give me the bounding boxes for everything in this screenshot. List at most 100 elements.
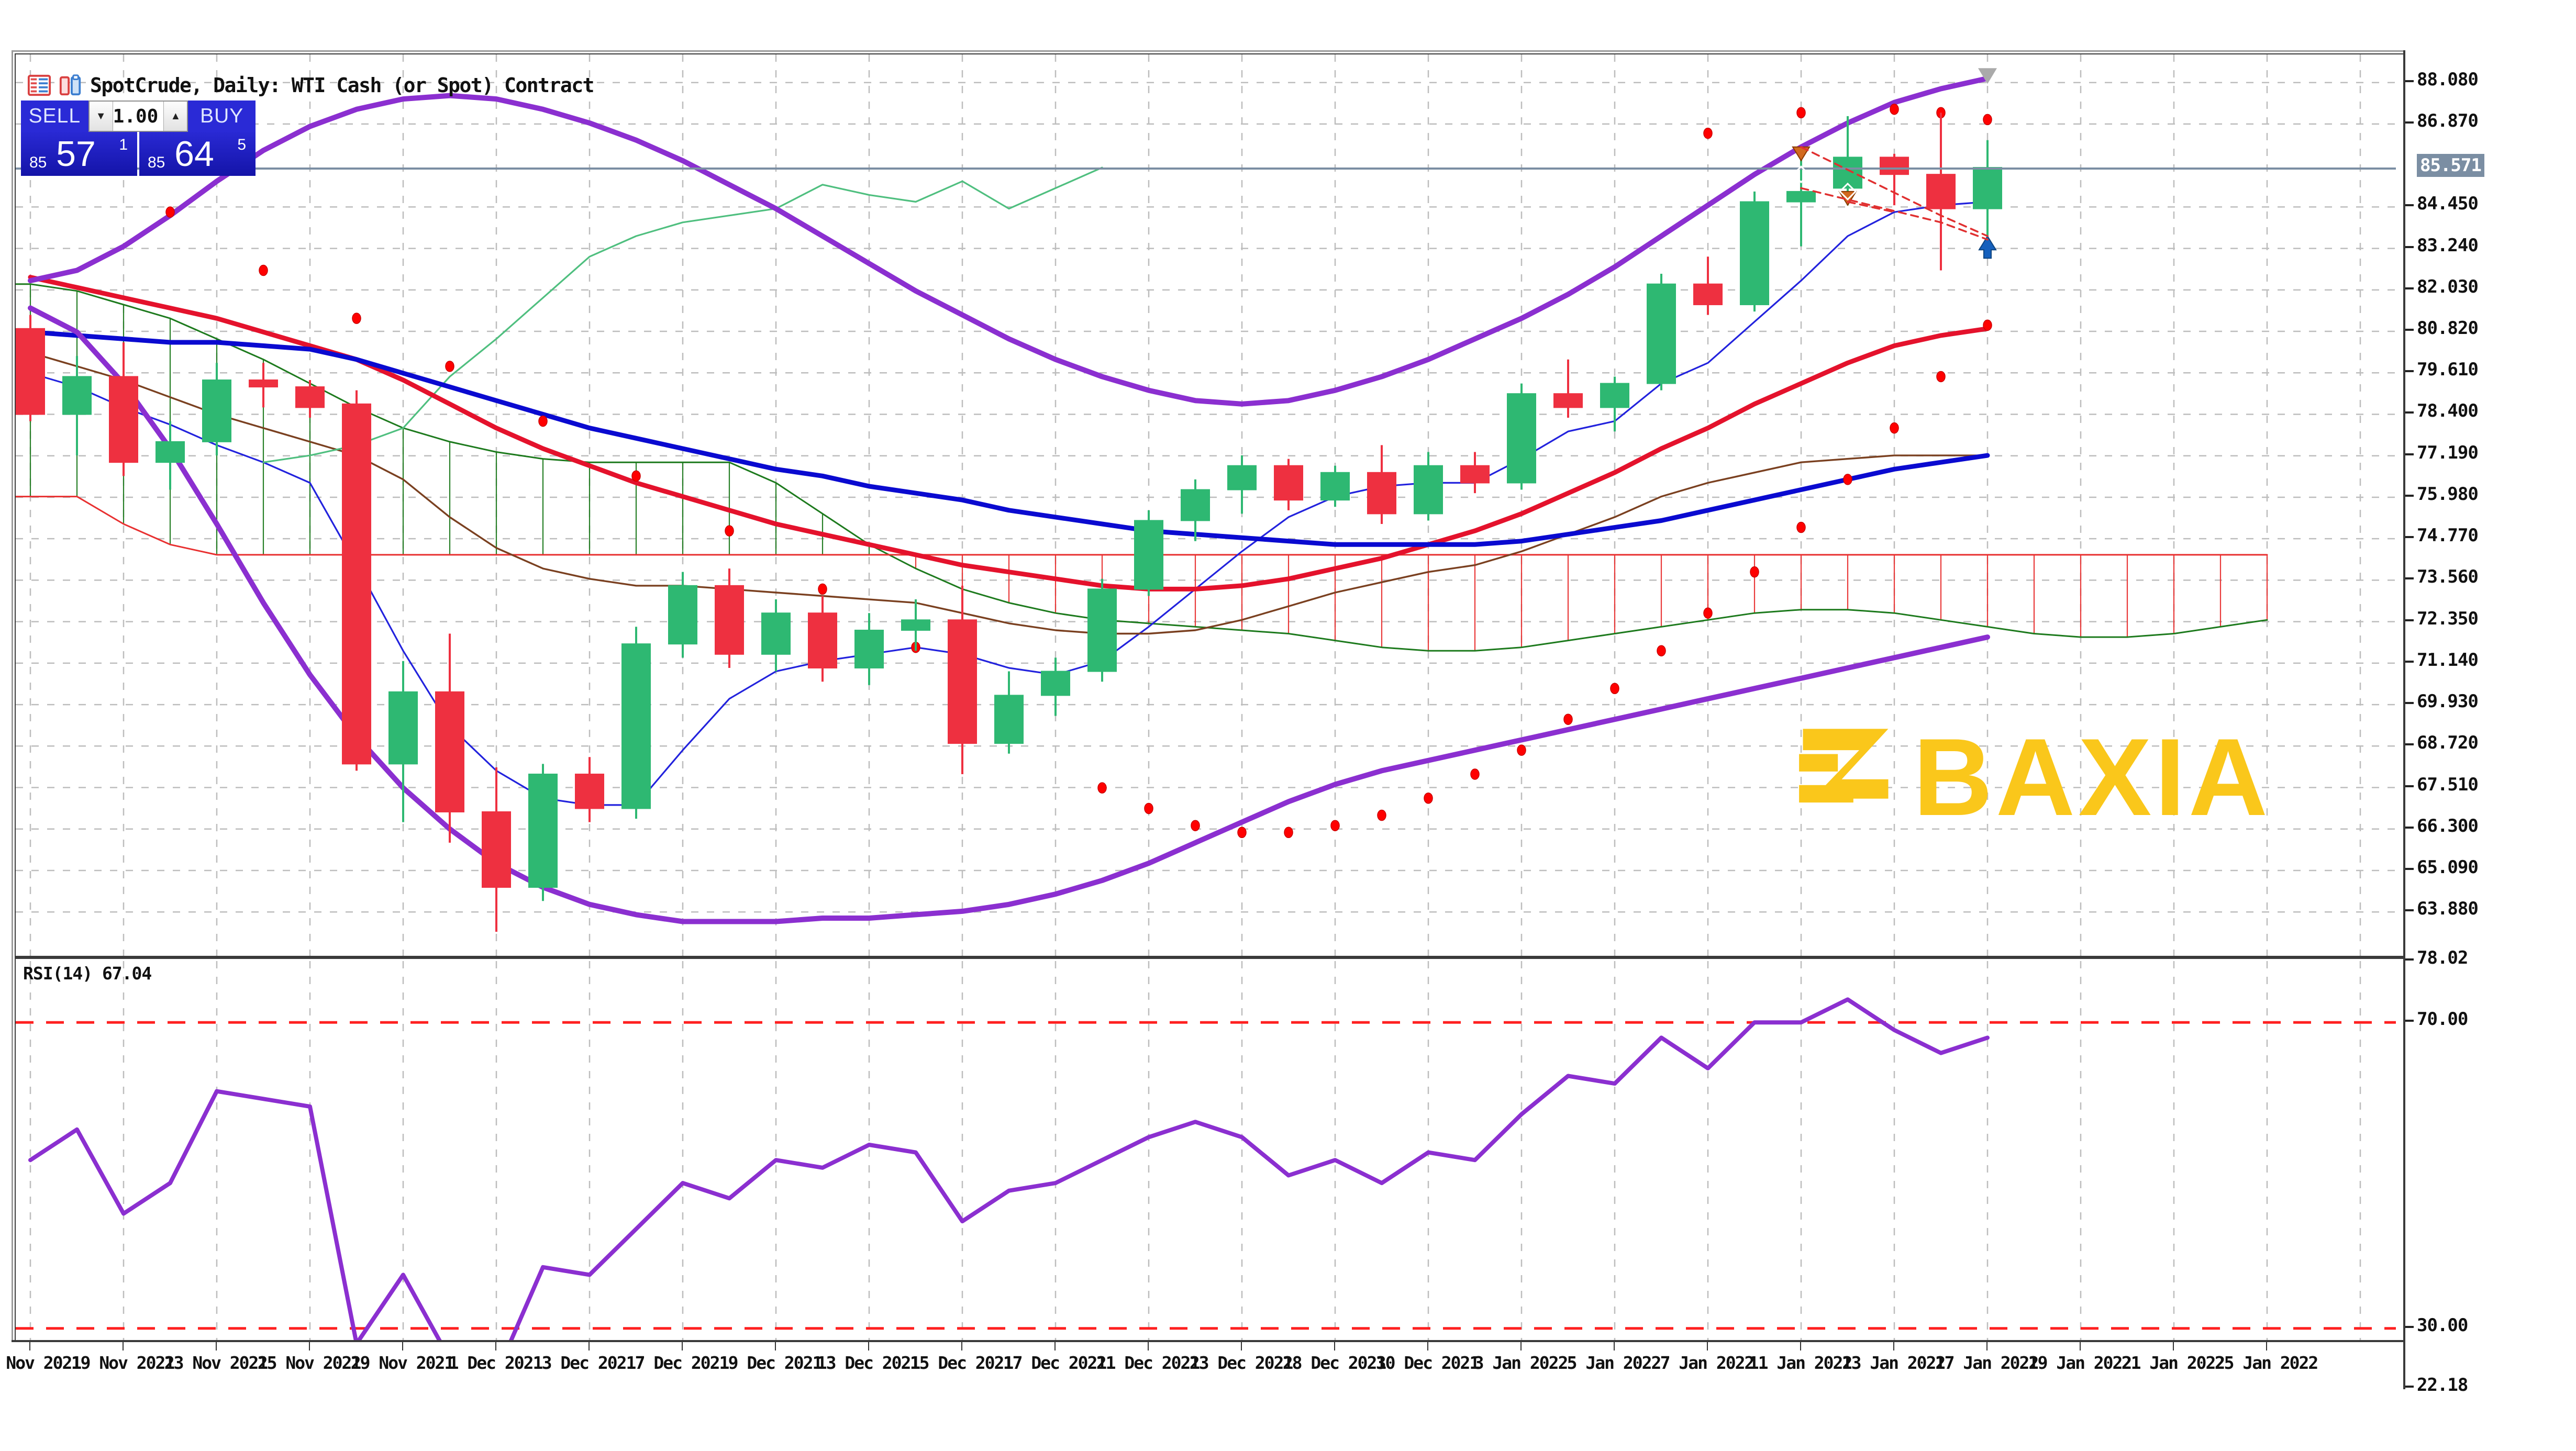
date-tick [29,1342,30,1350]
one-click-trading-panel[interactable]: SELL ▼ 1.00 ▲ BUY 85 57 1 85 64 5 [21,101,256,176]
price-tick-label: 65.090 [2417,856,2479,878]
rsi-pane[interactable]: RSI(14) 67.04 [16,961,2560,1385]
date-tick-label: 25 Nov 2021 [257,1353,362,1373]
date-tick [402,1342,403,1350]
date-tick-label: 28 Dec 2021 [1282,1353,1387,1373]
price-pane[interactable] [16,54,2560,956]
price-tick-label: 72.350 [2417,608,2479,629]
rsi-tick-label: 30.00 [2417,1314,2468,1336]
date-tick [2080,1342,2081,1350]
date-tick-label: 17 Nov 2021 [0,1353,82,1373]
volume-input[interactable]: 1.00 [113,105,159,127]
date-tick-label: 21 Dec 2021 [1096,1353,1201,1373]
data-window-icon[interactable] [27,73,51,97]
rsi-indicator-label: RSI(14) 67.04 [23,963,152,984]
price-tick-dash [2405,121,2414,124]
date-tick-label: 23 Nov 2021 [164,1353,269,1373]
chart-title: SpotCrude, Daily: WTI Cash (or Spot) Con… [90,74,595,97]
broker-watermark: BAXIA [1796,722,2271,832]
chart-window: RSI(14) 67.04 [12,50,2564,1389]
price-tick-label: 73.560 [2417,566,2479,588]
sell-price-prefix: 85 [29,154,47,171]
buy-button[interactable]: BUY [188,101,256,132]
sell-price-display[interactable]: 85 57 1 [21,132,137,176]
date-tick-label: 1 Dec 2021 [448,1353,543,1373]
buy-price-main: 64 [174,134,214,174]
price-tick-label: 75.980 [2417,483,2479,505]
price-tick-label: 82.030 [2417,276,2479,297]
price-tick-dash [2405,577,2414,580]
date-tick [775,1342,776,1350]
date-axis-line [12,1340,2403,1342]
date-tick-label: 25 Jan 2022 [2214,1353,2319,1373]
date-tick-label: 17 Jan 2022 [1935,1353,2039,1373]
price-tick-dash [2405,619,2414,621]
sell-price-main: 57 [56,134,96,174]
price-tick-label: 69.930 [2417,691,2479,712]
price-tick-dash [2405,245,2414,248]
date-tick-label: 3 Jan 2022 [1473,1353,1569,1373]
date-tick [123,1342,124,1350]
price-tick-dash [2405,494,2414,497]
price-scale-line [2403,50,2405,1389]
price-tick-dash [2405,785,2414,787]
price-tick-label: 71.140 [2417,649,2479,671]
price-tick-label: 80.820 [2417,318,2479,339]
baxia-logo-icon [1799,729,1889,803]
date-tick [1427,1342,1428,1350]
rsi-tick-dash [2405,1325,2414,1328]
price-tick-dash [2405,660,2414,663]
date-tick-label: 19 Jan 2022 [2028,1353,2133,1373]
price-tick-label: 74.770 [2417,525,2479,546]
buy-price-prefix: 85 [148,154,165,171]
date-tick-label: 11 Jan 2022 [1748,1353,1853,1373]
trade-panel-top-row: SELL ▼ 1.00 ▲ BUY [21,101,256,132]
sell-button[interactable]: SELL [21,101,88,132]
price-tick-dash [2405,287,2414,289]
sell-price-fraction: 1 [119,136,128,153]
price-tick-dash [2405,536,2414,539]
date-tick [1614,1342,1615,1350]
price-tick-dash [2405,743,2414,746]
date-tick [961,1342,962,1350]
price-tick-label: 79.610 [2417,359,2479,381]
date-tick [1148,1342,1149,1350]
price-tick-dash [2405,411,2414,414]
date-tick [216,1342,217,1350]
date-tick-label: 7 Dec 2021 [635,1353,730,1373]
chart-candles-icon[interactable] [59,73,83,97]
price-tick-label: 63.880 [2417,898,2479,920]
rsi-tick-label: 70.00 [2417,1009,2468,1030]
price-tick-dash [2405,867,2414,870]
price-tick-label: 67.510 [2417,774,2479,795]
date-tick [309,1342,310,1350]
volume-increment-button[interactable]: ▲ [163,102,187,131]
date-tick [1520,1342,1522,1350]
date-tick-label: 15 Dec 2021 [909,1353,1014,1373]
buy-price-display[interactable]: 85 64 5 [139,132,256,176]
price-tick-label: 68.720 [2417,732,2479,754]
current-price-label: 85.571 [2417,153,2484,177]
price-scale[interactable]: 88.080 86.870 84.450 83.240 82.030 80.820 79.6… [2403,50,2576,1396]
date-tick [1893,1342,1894,1350]
price-tick-dash [2405,826,2414,829]
price-tick-label: 77.190 [2417,442,2479,463]
date-tick [682,1342,683,1350]
date-tick [1707,1342,1708,1350]
date-tick [495,1342,496,1350]
date-tick-label: 9 Dec 2021 [728,1353,823,1373]
rsi-tick-label: 22.18 [2417,1375,2468,1396]
date-tick [2173,1342,2174,1350]
date-tick [1054,1342,1056,1350]
price-chart-svg [16,54,2396,956]
date-tick-label: 5 Jan 2022 [1567,1353,1662,1373]
volume-decrement-button[interactable]: ▼ [89,102,113,131]
chart-window-inner: RSI(14) 67.04 [15,53,2561,1386]
price-tick-dash [2405,909,2414,912]
volume-stepper[interactable]: ▼ 1.00 ▲ [88,101,188,132]
price-tick-label: 84.450 [2417,193,2479,215]
price-tick-dash [2405,702,2414,705]
price-tick-label: 86.870 [2417,110,2479,131]
